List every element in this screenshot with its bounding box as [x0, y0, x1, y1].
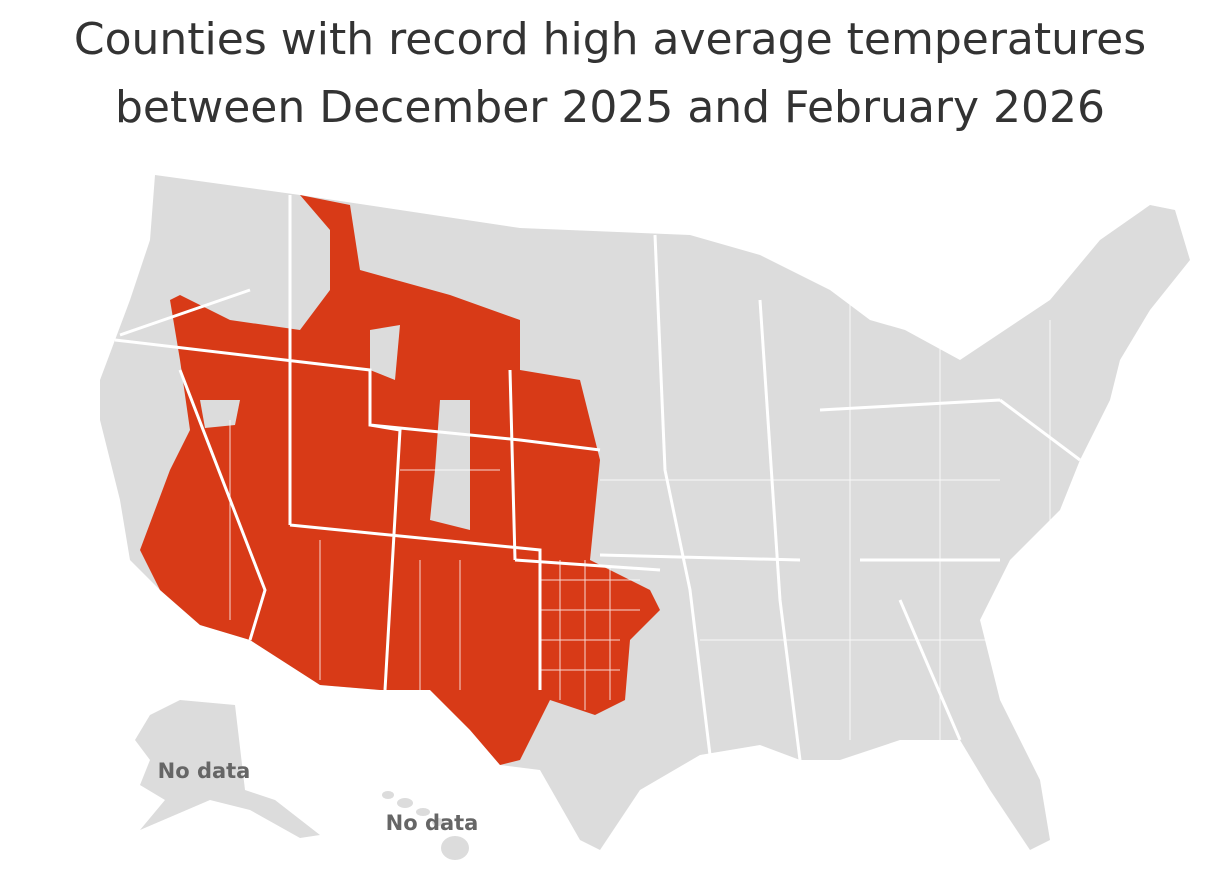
hawaii-label: No data — [386, 811, 479, 835]
title-line: between December 2025 and February 2026 — [114, 82, 1106, 133]
alaska — [135, 700, 320, 838]
no-record-area — [370, 325, 400, 380]
state-borders — [114, 195, 1081, 761]
hawaii — [382, 791, 469, 860]
record-high-region — [140, 195, 660, 765]
alaska-label: No data — [158, 759, 251, 783]
title-line: Counties with record high average temper… — [73, 14, 1147, 65]
no-record-area — [200, 400, 240, 428]
